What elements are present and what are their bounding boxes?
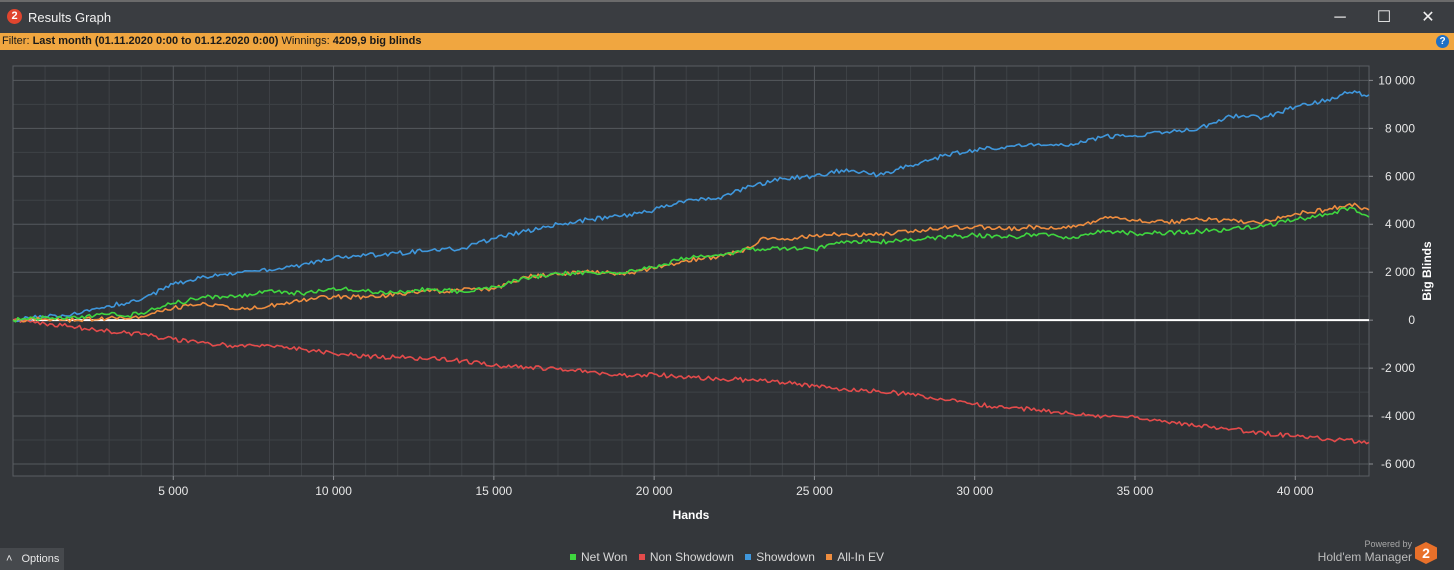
brand-name: Hold'em Manager: [1317, 550, 1412, 564]
series-line-showdown: [12, 90, 1370, 323]
powered-by-text: Powered by: [1364, 539, 1412, 549]
series-line-net-won: [12, 206, 1370, 323]
series-layer: [12, 90, 1370, 445]
x-tick-label: 35 000: [1117, 484, 1154, 498]
x-tick-label: 5 000: [158, 484, 188, 498]
brand-logo-icon: 2: [1415, 542, 1437, 564]
y-tick-label: 10 000: [1378, 73, 1415, 87]
x-tick-label: 40 000: [1277, 484, 1314, 498]
x-tick-label: 15 000: [475, 484, 512, 498]
legend-label-all-in-ev: All-In EV: [837, 550, 884, 564]
legend-swatch-showdown: [745, 554, 752, 560]
y-tick-label: -6 000: [1381, 457, 1415, 471]
results-chart: 5 000 10 000 15 000 20 000 25 000 30 000 35 00…: [12, 65, 1434, 522]
x-axis-title: Hands: [673, 508, 710, 522]
chevron-up-icon: ˄: [6, 553, 13, 565]
legend-label-net-won: Net Won: [581, 550, 628, 564]
plot-area: [13, 66, 1369, 476]
x-tick-label: 30 000: [956, 484, 993, 498]
series-line-non-showdown: [12, 317, 1370, 445]
y-axis-title: Big Blinds: [1420, 241, 1434, 301]
grid-lines: [12, 65, 1370, 477]
legend-item-net-won[interactable]: Net Won: [570, 550, 627, 564]
y-tick-label: -2 000: [1381, 361, 1415, 375]
legend-item-non-showdown[interactable]: Non Showdown: [638, 550, 734, 564]
filter-value: Last month (01.11.2020 0:00 to 01.12.202…: [32, 35, 279, 47]
y-tick-label: 8 000: [1385, 121, 1415, 135]
y-tick-label: 2 000: [1385, 265, 1415, 279]
y-tick-label: 0: [1408, 313, 1415, 327]
chart-legend: Net Won Non Showdown Showdown All-In EV: [0, 550, 1454, 564]
legend-label-showdown: Showdown: [756, 550, 815, 564]
y-tick-label: 6 000: [1385, 169, 1415, 183]
x-tick-label: 10 000: [315, 484, 352, 498]
x-axis-ticks: 5 000 10 000 15 000 20 000 25 000 30 000 35 00…: [158, 476, 1314, 498]
y-tick-label: 4 000: [1385, 217, 1415, 231]
legend-swatch-all-in-ev: [826, 554, 833, 560]
plot-border: [12, 65, 1370, 477]
close-button[interactable]: ✕: [1421, 9, 1435, 26]
filter-label: Filter:: [2, 35, 30, 47]
maximize-button[interactable]: ☐: [1376, 9, 1392, 26]
y-axis-ticks: 10 000 8 000 6 000 4 000 2 000 0 -2 000 -4 000 -…: [1369, 73, 1415, 471]
winnings-label: Winnings:: [281, 35, 330, 47]
legend-item-all-in-ev[interactable]: All-In EV: [826, 550, 884, 564]
legend-item-showdown[interactable]: Showdown: [745, 550, 815, 564]
title-bar: 2 Results Graph ─ ☐ ✕: [0, 0, 1454, 33]
x-tick-label: 25 000: [796, 484, 833, 498]
legend-swatch-non-showdown: [638, 554, 645, 560]
x-tick-label: 20 000: [636, 484, 673, 498]
winnings-value: 4209,9 big blinds: [332, 35, 422, 47]
series-line-all-in-ev: [12, 202, 1370, 323]
app-logo-icon: 2: [7, 9, 22, 24]
minimize-button[interactable]: ─: [1334, 9, 1346, 26]
legend-swatch-net-won: [570, 554, 577, 560]
window-title: Results Graph: [28, 10, 112, 25]
options-label: Options: [21, 553, 60, 565]
help-icon[interactable]: ?: [1436, 35, 1449, 48]
filter-bar: Filter: Last month (01.11.2020 0:00 to 0…: [0, 33, 1454, 50]
y-tick-label: -4 000: [1381, 409, 1415, 423]
options-button[interactable]: ˄ Options: [0, 548, 64, 570]
legend-label-non-showdown: Non Showdown: [649, 550, 734, 564]
